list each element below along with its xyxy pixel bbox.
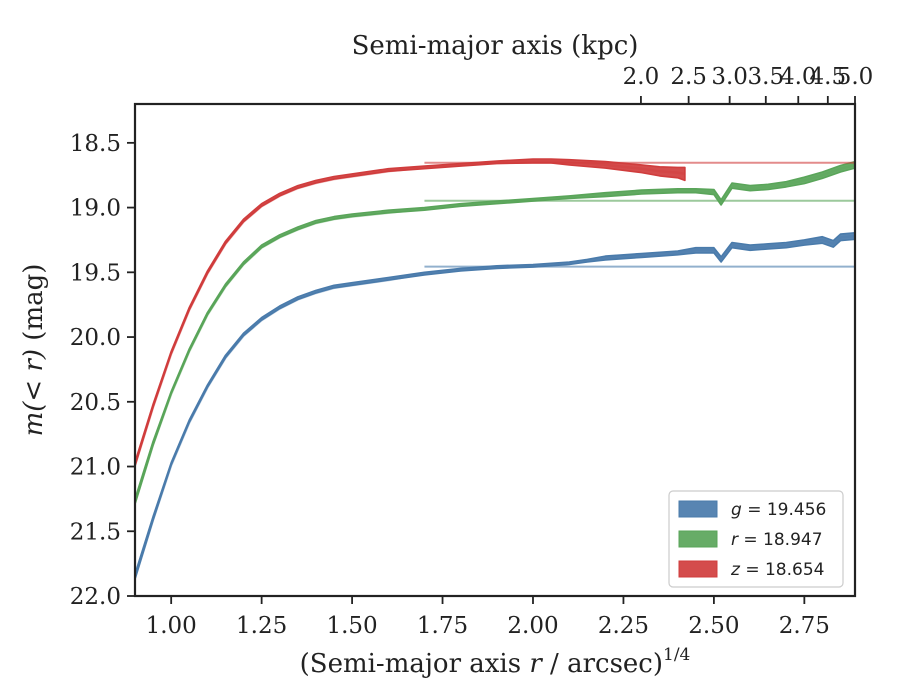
y-tick-label: 20.0: [70, 325, 121, 351]
x-axis-title: (Semi-major axis r / arcsec)1/4: [300, 645, 691, 679]
x-tick-label: 2.50: [688, 613, 739, 639]
series-model-g: [135, 234, 855, 579]
top-tick-label: 3.0: [711, 64, 748, 90]
legend-label-z: z = 18.654: [730, 560, 824, 580]
top-tick-label: 4.5: [810, 64, 847, 90]
plot-frame: [133, 102, 857, 598]
series-band-g: [135, 232, 855, 581]
x-tick-label: 1.50: [326, 613, 377, 639]
y-tick-label: 21.0: [70, 455, 121, 481]
y-tick-label: 19.5: [70, 260, 121, 286]
x-tick-label: 1.00: [146, 613, 197, 639]
legend-label-g: g = 19.456: [731, 500, 826, 520]
ticks-layer: 1.00 1.25 1.50 1.75 2.00 2.25 2.50 2.75 18.5 19.0…: [70, 64, 874, 639]
legend-label-r: r = 18.947: [731, 530, 823, 550]
x-tick-label: 2.00: [507, 613, 558, 639]
y-tick-label: 21.5: [70, 519, 121, 545]
series-model-z: [135, 159, 686, 466]
x-tick-label: 2.75: [779, 613, 830, 639]
y-tick-label: 20.5: [70, 390, 121, 416]
legend-swatch-z: [678, 560, 718, 578]
legend-swatch-r: [678, 530, 718, 548]
series-model-r: [135, 163, 855, 504]
legend: g = 19.456 r = 18.947 z = 18.654: [668, 490, 844, 588]
top-tick-label: 2.5: [670, 64, 707, 90]
top-axis-title: Semi-major axis (kpc): [352, 31, 639, 61]
top-tick-label: 3.5: [748, 64, 785, 90]
top-tick-label: 5.0: [837, 64, 874, 90]
x-tick-label: 1.25: [236, 613, 287, 639]
series-band-z: [135, 158, 686, 467]
y-tick-label: 22.0: [70, 584, 121, 610]
y-tick-label: 18.5: [70, 131, 121, 157]
y-tick-label: 19.0: [70, 196, 121, 222]
x-tick-label: 1.75: [417, 613, 468, 639]
top-tick-label: 2.0: [623, 64, 660, 90]
series-layer: [135, 158, 855, 581]
top-tick-label: 4.0: [780, 64, 817, 90]
y-axis-title: m(< r) (mag): [19, 264, 49, 437]
x-tick-label: 2.25: [598, 613, 649, 639]
series-band-r: [135, 160, 855, 505]
legend-swatch-g: [678, 500, 718, 518]
